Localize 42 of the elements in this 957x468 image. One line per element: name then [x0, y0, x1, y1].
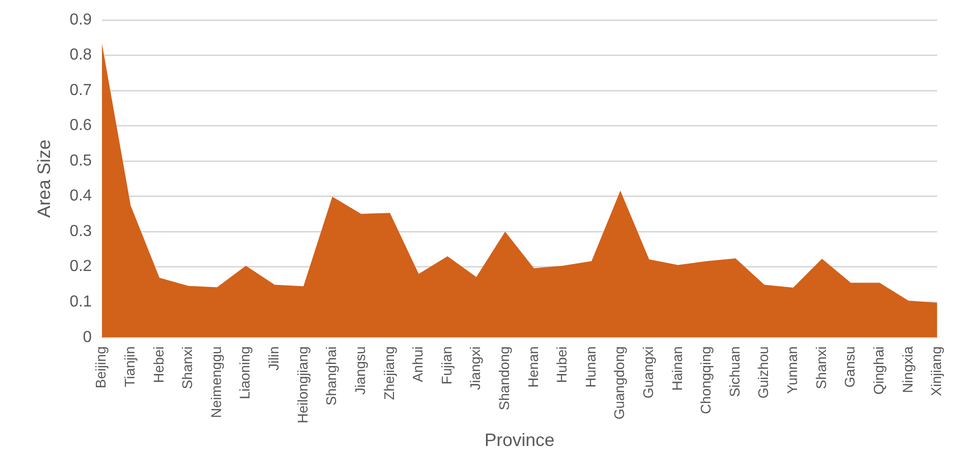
x-tick-label: Hunan: [582, 346, 598, 388]
x-tick-label: Hainan: [668, 346, 685, 391]
x-tick-label: Neimenggu: [208, 346, 224, 418]
y-tick-label: 0.3: [70, 222, 92, 240]
y-tick-label: 0.1: [70, 293, 92, 310]
x-tick-label: Anhui: [410, 346, 426, 382]
x-tick-label: Heilongjiang: [294, 346, 310, 424]
y-tick-label: 0.5: [70, 152, 92, 170]
x-tick-label: Gansu: [842, 346, 858, 388]
y-tick-label: 0.8: [70, 46, 92, 64]
x-tick-label: Hubei: [554, 346, 570, 383]
y-tick-label: 0: [82, 328, 92, 346]
y-tick-label: 0.9: [70, 11, 92, 28]
x-tick-label: Henan: [524, 346, 541, 388]
y-tick-label: 0.7: [70, 82, 92, 99]
x-tick-label: Jiangxi: [467, 346, 484, 390]
x-tick-label: Xinjiang: [928, 346, 944, 396]
x-tick-label: Shandong: [496, 346, 512, 410]
x-tick-label: Ningxia: [899, 346, 916, 394]
x-tick-label: Beijing: [92, 346, 109, 388]
x-tick-label: Shanxi: [812, 346, 829, 390]
x-tick-label: Shanghai: [323, 346, 340, 406]
x-tick-label: Sichuan: [726, 346, 742, 397]
x-tick-label: Zhejiang: [380, 346, 397, 400]
x-tick-label: Fujian: [438, 346, 454, 384]
x-tick-label: Jiangsu: [352, 346, 368, 395]
x-tick-label: Guangxi: [640, 346, 656, 398]
y-tick-label: 0.4: [70, 188, 92, 205]
x-tick-label: Qinghai: [870, 346, 886, 395]
x-tick-label: Liaoning: [236, 346, 253, 400]
x-axis-title: Province: [484, 430, 555, 450]
x-tick-label: Guizhou: [755, 346, 772, 398]
x-tick-label: Yunnan: [784, 346, 800, 394]
y-axis-title: Area Size: [34, 140, 54, 218]
x-tick-label: Guangdong: [611, 346, 628, 420]
x-tick-label: Jilin: [266, 346, 282, 370]
x-tick-label: Chongqing: [698, 346, 714, 414]
y-tick-label: 0.2: [70, 258, 92, 276]
x-tick-label: Hebei: [150, 346, 166, 383]
y-tick-label: 0.6: [70, 117, 92, 134]
x-tick-label: Shanxi: [179, 346, 196, 390]
x-tick-label: Tianjin: [122, 346, 138, 388]
